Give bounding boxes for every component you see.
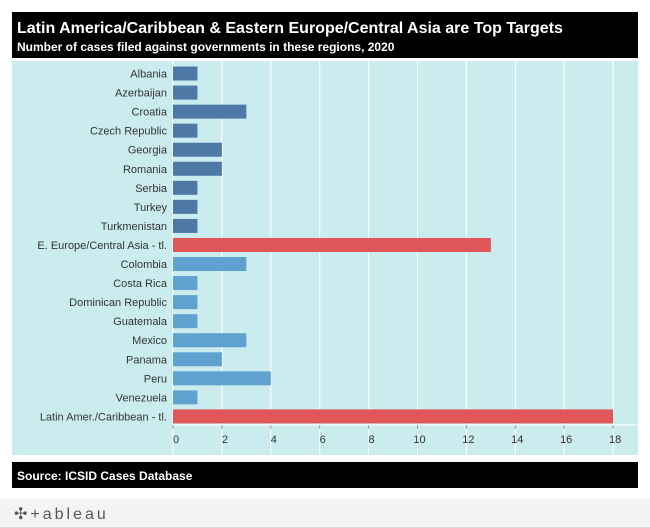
bar: [173, 104, 247, 119]
category-label: Azerbaijan: [115, 88, 167, 100]
bar: [173, 180, 198, 195]
chart-subtitle: Number of cases filed against government…: [17, 40, 395, 54]
x-tick-label: 16: [560, 434, 572, 446]
bar: [173, 371, 271, 386]
category-label: Mexico: [132, 335, 167, 347]
category-label: Croatia: [132, 107, 168, 119]
category-label: Georgia: [128, 145, 168, 157]
x-tick-label: 18: [609, 434, 621, 446]
x-tick-label: 14: [511, 434, 523, 446]
bar: [173, 199, 198, 214]
tableau-footer: ✣+ableau: [0, 499, 650, 528]
x-tick-label: 10: [413, 434, 425, 446]
category-label: Turkey: [134, 202, 168, 214]
bar: [173, 314, 198, 329]
category-label: Albania: [130, 69, 168, 81]
tableau-logo-text: +ableau: [30, 506, 109, 523]
category-label: Latin Amer./Caribbean - tl.: [40, 411, 167, 423]
chart-header: Latin America/Caribbean & Eastern Europe…: [12, 12, 638, 58]
category-label: Turkmenistan: [101, 221, 167, 233]
category-label: Guatemala: [113, 316, 168, 328]
x-tick-label: 4: [271, 434, 277, 446]
bar-chart: Albania Azerbaijan Croatia Czech Republic Ge…: [37, 61, 638, 455]
bar: [173, 142, 222, 157]
bar: [173, 295, 198, 310]
category-label: E. Europe/Central Asia - tl.: [37, 240, 167, 252]
category-label: Colombia: [121, 259, 168, 271]
bar: [173, 390, 198, 405]
category-label: Czech Republic: [90, 126, 168, 138]
source-bar: Source: ICSID Cases Database: [12, 462, 638, 488]
bar: [173, 123, 198, 138]
bar: [173, 409, 614, 424]
bar: [173, 161, 222, 176]
x-tick-label: 2: [222, 434, 228, 446]
category-label: Costa Rica: [113, 278, 168, 290]
category-label: Romania: [123, 164, 168, 176]
category-label: Peru: [144, 373, 167, 385]
tableau-logo[interactable]: ✣+ableau: [14, 506, 109, 523]
bar: [173, 85, 198, 100]
x-tick-label: 0: [173, 434, 179, 446]
bar: [173, 352, 222, 367]
bar: [173, 66, 198, 81]
x-tick-label: 8: [369, 434, 375, 446]
category-label: Panama: [126, 354, 168, 366]
bar: [173, 257, 247, 272]
x-tick-label: 12: [462, 434, 474, 446]
category-label: Dominican Republic: [69, 297, 167, 309]
bar: [173, 237, 491, 252]
category-label: Venezuela: [116, 392, 168, 404]
category-label: Serbia: [135, 183, 168, 195]
x-tick-label: 6: [320, 434, 326, 446]
bar: [173, 276, 198, 291]
chart-panel: Albania Azerbaijan Croatia Czech Republic Ge…: [12, 61, 638, 455]
bar: [173, 333, 247, 348]
chart-title: Latin America/Caribbean & Eastern Europe…: [17, 20, 563, 37]
source-text: Source: ICSID Cases Database: [17, 469, 193, 483]
bar: [173, 218, 198, 233]
